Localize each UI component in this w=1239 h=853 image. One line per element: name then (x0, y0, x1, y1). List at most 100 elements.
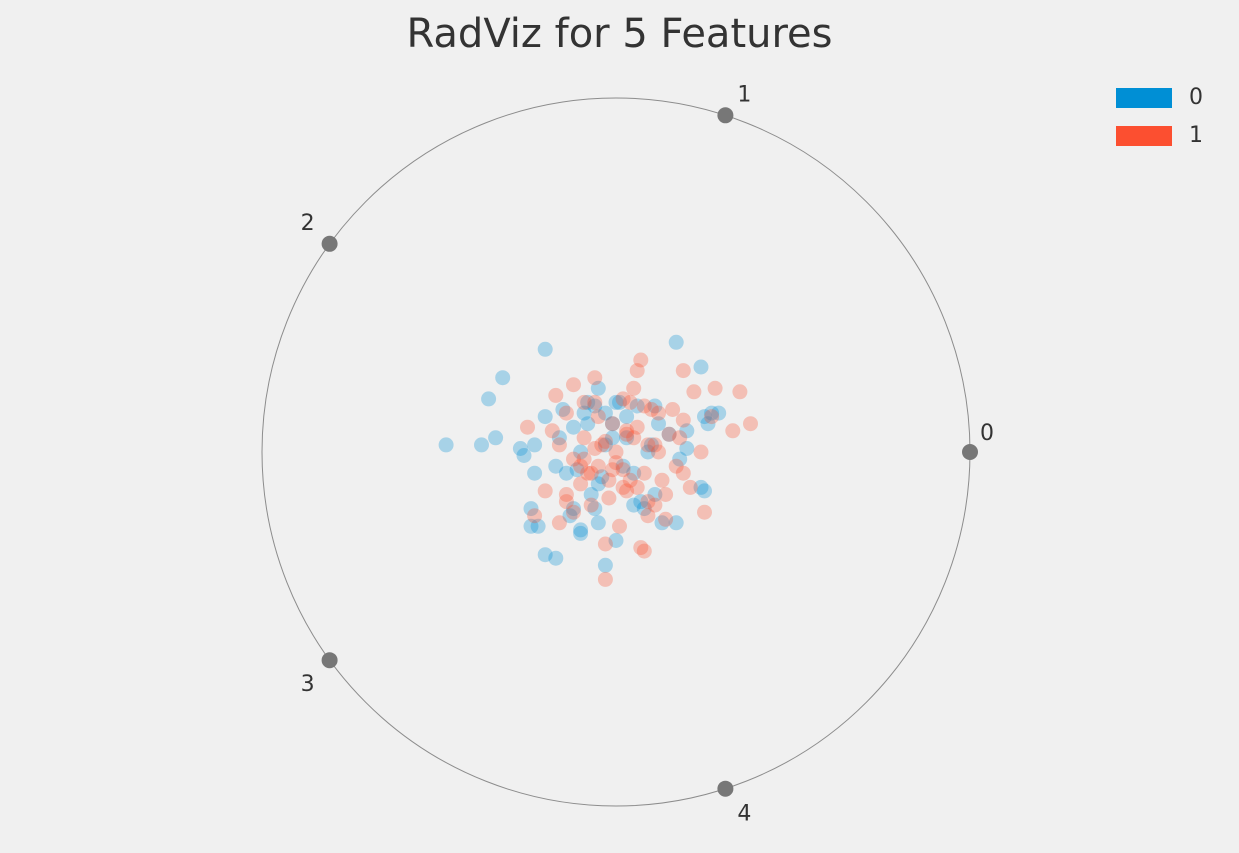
point-series-1-16 (633, 540, 649, 556)
point-series-1-52 (615, 479, 631, 495)
point-series-0-36 (651, 416, 666, 432)
point-series-0-26 (573, 522, 589, 538)
point-series-0-31 (566, 501, 581, 517)
point-series-1-7 (704, 409, 720, 425)
point-series-0-13 (527, 437, 543, 453)
legend-swatch-1 (1116, 126, 1172, 146)
point-series-0-70 (576, 405, 592, 421)
point-series-0-42 (555, 402, 571, 417)
point-series-1-58 (608, 444, 624, 460)
point-series-0-24 (597, 557, 613, 573)
point-series-1-22 (636, 398, 652, 414)
point-series-0-32 (580, 394, 596, 410)
point-series-1-64 (608, 455, 624, 471)
point-series-1-36 (590, 458, 606, 474)
anchors-layer: 0 1 2 3 4 (301, 82, 994, 826)
point-series-0-0 (668, 334, 684, 350)
point-series-0-60 (530, 518, 546, 534)
point-series-1-55 (658, 511, 674, 527)
point-series-1-54 (647, 497, 663, 513)
point-series-0-63 (668, 515, 684, 531)
point-series-0-39 (679, 441, 695, 456)
anchor-point-4 (717, 780, 734, 797)
point-series-0-52 (573, 444, 589, 460)
point-series-1-47 (573, 476, 589, 492)
point-series-0-20 (626, 497, 642, 513)
point-series-1-14 (527, 508, 543, 524)
point-series-1-33 (544, 423, 560, 439)
point-series-0-34 (647, 398, 663, 414)
point-series-0-9 (700, 416, 716, 432)
point-series-0-44 (597, 405, 613, 421)
point-series-0-7 (704, 405, 720, 421)
point-series-1-17 (636, 543, 652, 559)
point-series-0-3 (495, 370, 511, 386)
point-series-1-12 (548, 387, 564, 403)
legend-item-0: 0 (1116, 86, 1226, 110)
point-series-0-57 (527, 465, 543, 481)
point-series-1-65 (605, 462, 620, 478)
anchor-point-1 (717, 107, 734, 124)
point-series-0-71 (590, 476, 606, 492)
point-series-0-11 (488, 430, 504, 446)
point-series-1-25 (675, 412, 691, 428)
point-series-1-34 (551, 437, 567, 453)
point-series-1-46 (583, 465, 599, 481)
point-series-0-12 (474, 437, 489, 453)
point-series-0-40 (672, 451, 688, 467)
point-series-0-17 (697, 483, 712, 499)
point-series-1-71 (640, 508, 656, 524)
point-series-0-14 (512, 441, 528, 456)
point-series-1-60 (576, 430, 592, 446)
legend-label-1: 1 (1189, 123, 1203, 148)
point-series-1-37 (615, 462, 631, 478)
point-series-0-56 (548, 458, 564, 474)
point-series-0-67 (619, 430, 635, 446)
point-series-0-69 (605, 430, 620, 446)
point-series-0-25 (608, 533, 624, 548)
point-series-1-74 (537, 483, 553, 499)
point-series-0-50 (643, 437, 659, 453)
point-series-0-55 (626, 465, 642, 481)
point-series-1-73 (551, 515, 567, 531)
point-series-1-78 (587, 394, 603, 410)
point-series-0-4 (590, 380, 606, 396)
point-series-0-23 (537, 547, 553, 563)
point-series-1-27 (647, 437, 663, 453)
point-series-1-15 (597, 536, 613, 552)
legend-item-1: 1 (1116, 124, 1226, 148)
point-series-1-31 (576, 394, 592, 410)
point-series-1-59 (587, 441, 603, 456)
point-series-1-9 (693, 444, 709, 460)
points-layer (438, 334, 758, 587)
point-series-0-62 (654, 515, 670, 531)
chart-title: RadViz for 5 Features (406, 11, 833, 57)
anchor-label-1: 1 (737, 82, 751, 107)
point-series-1-68 (668, 458, 684, 474)
legend-label-0: 0 (1189, 85, 1203, 110)
point-series-0-54 (615, 458, 631, 474)
point-series-1-3 (732, 384, 748, 400)
point-series-1-79 (576, 451, 592, 467)
point-series-0-16 (693, 479, 709, 495)
point-series-1-21 (622, 394, 638, 410)
point-series-1-69 (672, 430, 688, 446)
point-series-1-80 (558, 494, 574, 510)
point-series-1-45 (601, 472, 617, 488)
point-series-1-41 (682, 479, 698, 495)
point-series-1-51 (601, 490, 617, 506)
point-series-1-4 (743, 416, 758, 432)
point-series-0-30 (590, 515, 606, 531)
point-series-1-2 (675, 363, 691, 379)
point-series-0-64 (608, 394, 624, 410)
point-series-0-15 (516, 448, 532, 463)
anchor-label-0: 0 (980, 421, 994, 446)
point-series-0-38 (679, 423, 695, 439)
point-series-0-27 (562, 508, 578, 524)
point-series-0-21 (587, 501, 603, 517)
point-series-1-44 (619, 483, 635, 499)
point-series-1-30 (590, 409, 606, 425)
point-series-1-39 (654, 472, 670, 488)
anchor-label-4: 4 (737, 802, 751, 827)
